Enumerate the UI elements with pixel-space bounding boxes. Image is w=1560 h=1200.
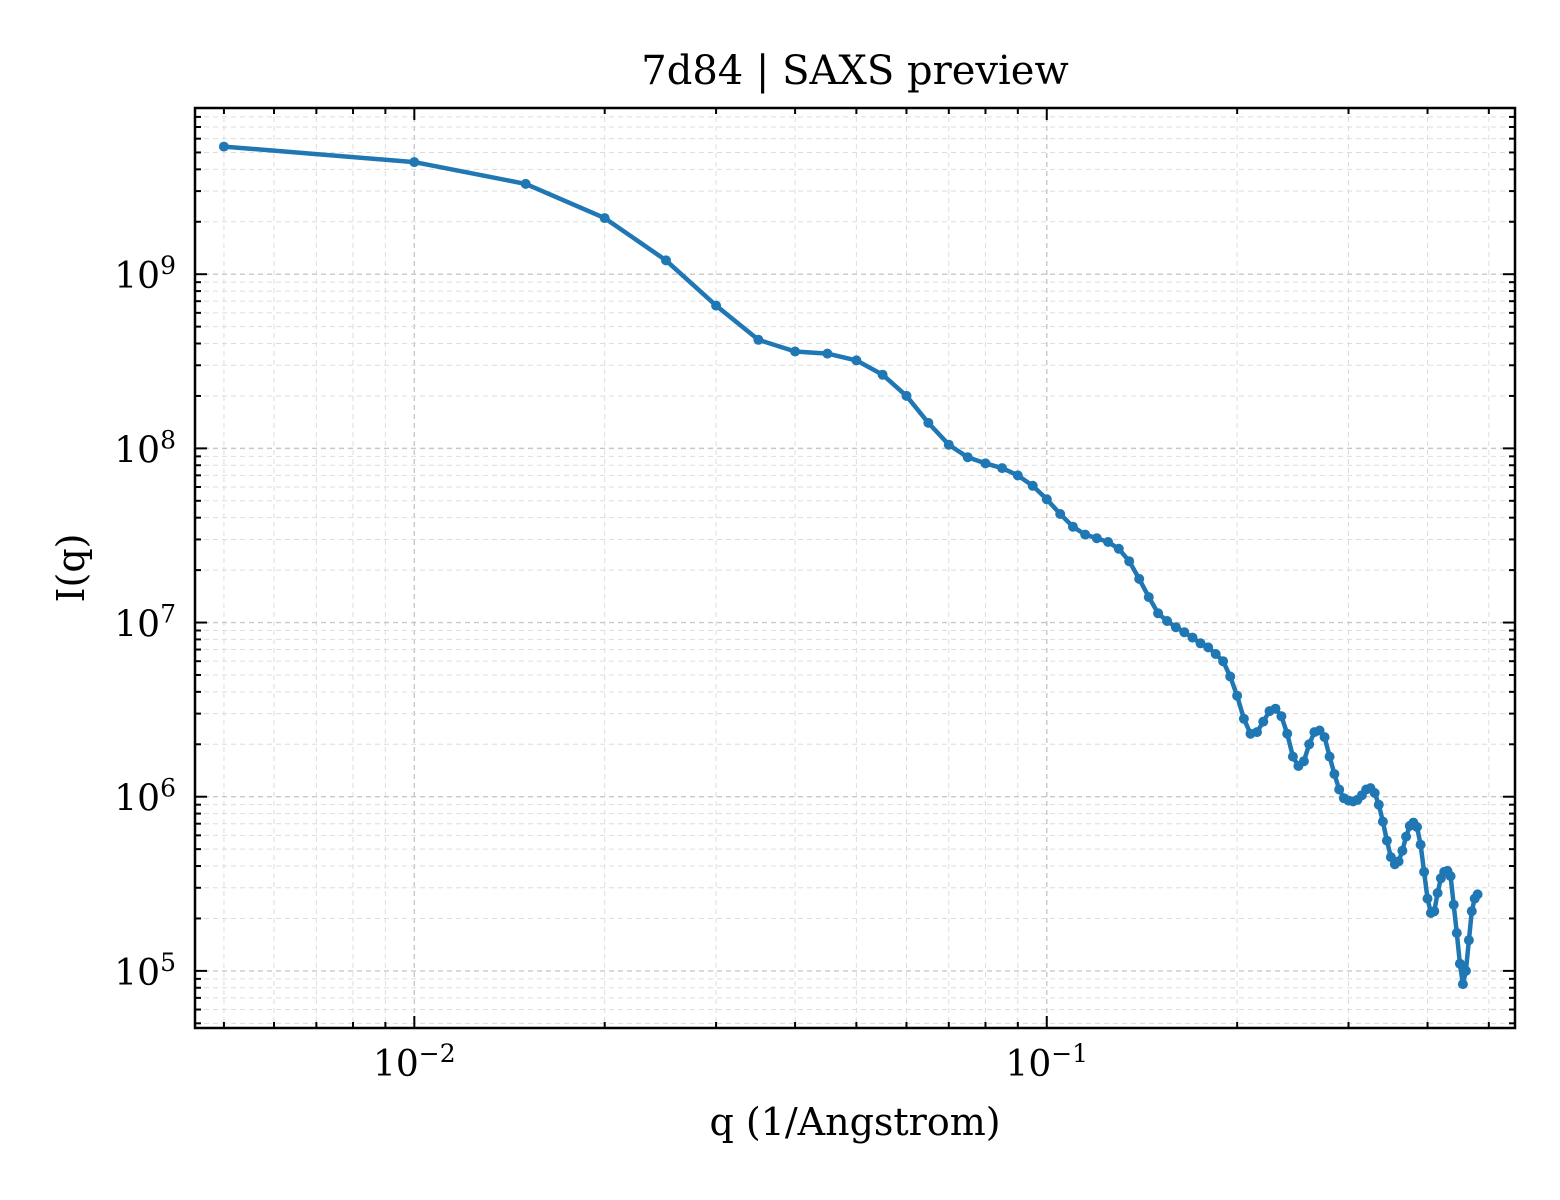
data-point [1080,529,1091,540]
data-point [1091,533,1102,544]
data-point [1276,711,1287,722]
data-point [962,452,973,463]
data-point [1203,642,1214,653]
data-point [1472,889,1483,900]
data-point [1419,866,1430,877]
data-point [1067,521,1078,532]
data-point [1381,835,1392,846]
data-point [1454,958,1465,969]
data-point [1393,856,1404,867]
data-point [1415,839,1426,850]
data-point [1113,543,1124,554]
data-point [1369,788,1380,798]
data-point [1448,899,1459,910]
data-point [661,255,671,266]
data-point [1401,831,1412,842]
data-point [943,439,954,450]
data-point [1232,690,1243,701]
data-point [1210,649,1221,659]
data-point [980,458,991,469]
series-markers [218,141,1483,990]
data-point [1055,509,1066,519]
data-point [1457,979,1468,990]
data-point [711,300,722,311]
chart-title: 7d84 | SAXS preview [641,48,1068,94]
data-point [1252,727,1262,738]
data-point [1460,965,1471,976]
data-point [1041,494,1052,505]
y-tick-label: 106 [114,774,176,820]
data-point [1445,871,1456,882]
data-point [1012,470,1023,481]
data-point [1373,799,1384,810]
x-tick-label: 10−2 [373,1039,456,1085]
data-point [1270,703,1281,714]
data-point [822,348,833,359]
data-point [1319,732,1330,743]
data-point [218,141,229,152]
y-axis-label: I(q) [49,534,93,603]
data-point [1103,537,1114,547]
data-point [1195,638,1206,649]
data-point [790,346,801,357]
grid-lines [195,107,1515,1028]
data-point [1397,845,1408,856]
data-point [1463,935,1474,946]
y-tick-label: 105 [114,948,176,994]
data-point [1218,656,1229,667]
data-point [1124,556,1135,567]
data-point [923,417,934,428]
data-point [1282,728,1293,739]
data-point [1324,751,1335,762]
data-point [1179,627,1190,638]
data-point [1422,893,1433,904]
data-point [409,157,420,168]
data-point [1153,608,1164,619]
data-point [520,178,531,189]
data-point [1170,622,1181,633]
y-tick-label: 109 [114,251,176,297]
data-point [1432,888,1443,898]
data-point [1027,480,1038,491]
x-tick-labels: 10−2 10−1 [373,1039,1088,1085]
data-point [1329,769,1340,779]
x-axis-label: q (1/Angstrom) [709,1100,1000,1144]
data-point [1287,751,1298,762]
data-point [1412,822,1422,832]
data-point [1258,716,1269,727]
data-point [1466,906,1477,917]
data-point [1377,816,1388,827]
data-point [877,369,888,380]
data-point [1304,739,1315,750]
data-point [1429,906,1440,917]
data-point [1143,592,1154,603]
x-tick-label: 10−1 [1005,1039,1088,1085]
data-point [997,463,1008,474]
data-point [1334,784,1345,795]
y-tick-label: 108 [114,425,176,471]
plot-frame [193,106,1517,1030]
data-point [753,334,764,345]
data-point [901,390,912,401]
data-point [1451,928,1462,938]
data-point [1187,632,1198,643]
data-point [599,213,610,224]
data-point [851,355,862,366]
data-point [1298,756,1309,767]
y-tick-label: 107 [114,600,176,646]
data-point [1134,573,1145,584]
data-point [1225,671,1236,682]
data-point [1162,616,1173,626]
data-point [1238,713,1249,724]
y-tick-labels: 105 106 107 108 109 [114,251,176,994]
